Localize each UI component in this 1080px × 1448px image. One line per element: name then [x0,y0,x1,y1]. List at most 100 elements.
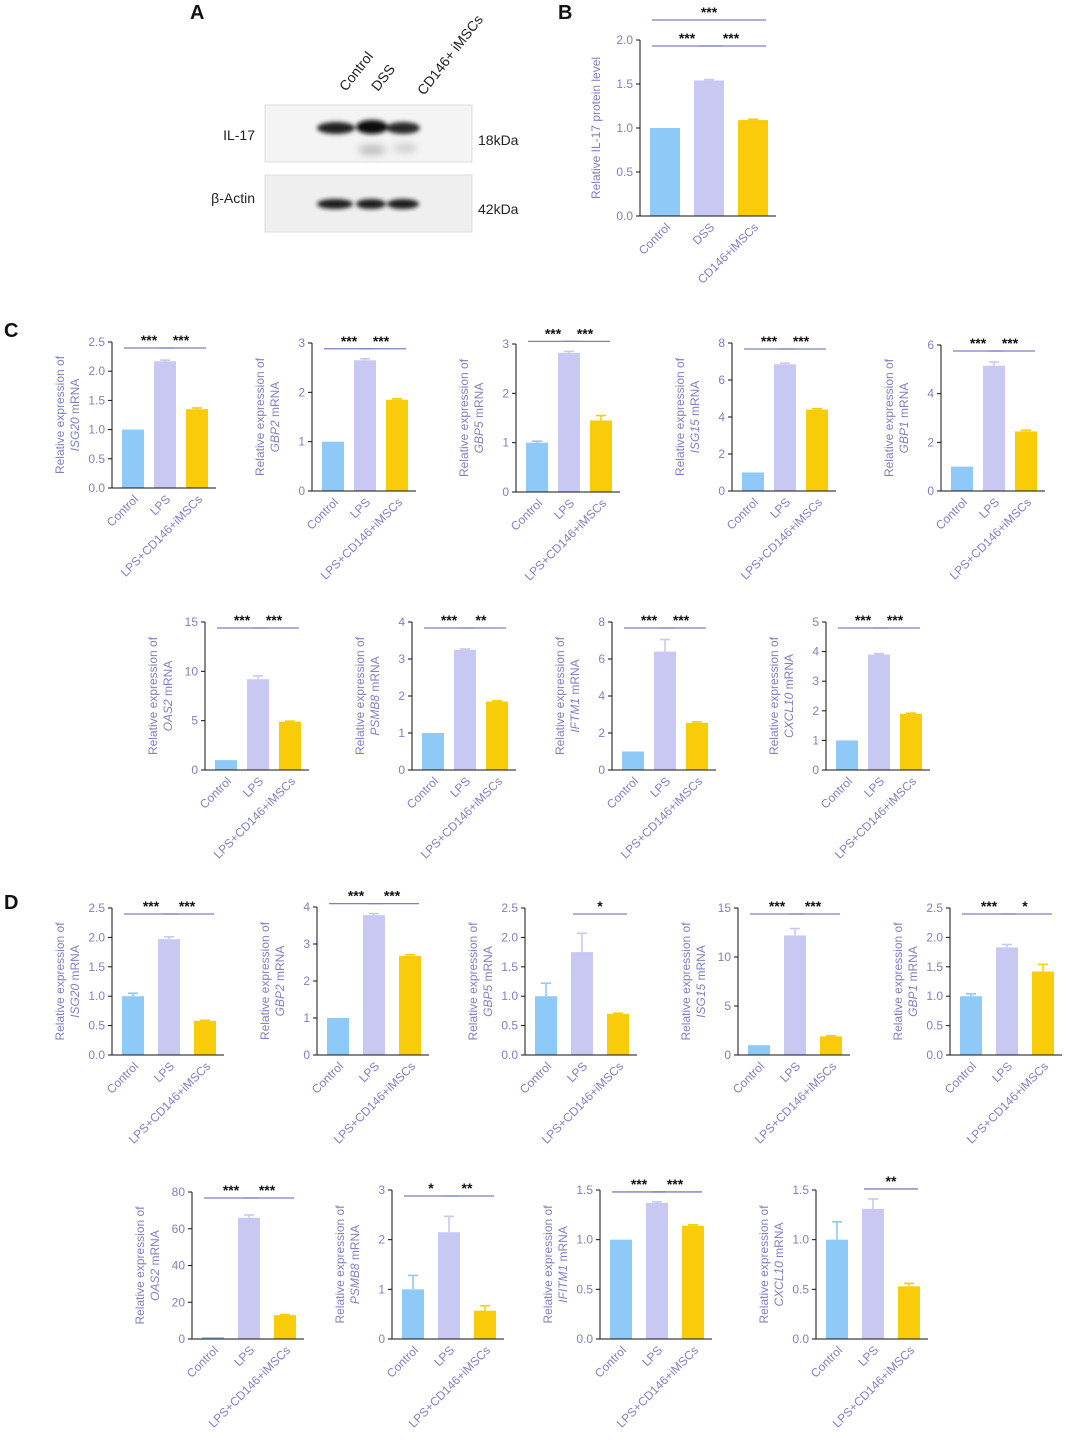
y-axis-title-line1-c2: Relative expression of [253,357,267,476]
y-tick-label-c9-0: 0 [812,763,819,777]
y-tick-label-c5-0: 0 [927,484,934,498]
bar-c6-2 [247,679,269,770]
x-tick-label-d7-1: Control [384,1343,421,1380]
bar-c3-1 [526,442,548,492]
y-tick-label-d9-1: 0.5 [792,1282,809,1296]
y-axis-title-line1-c1: Relative expression of [53,355,67,474]
y-tick-label-d5-3: 1.5 [926,960,943,974]
y-tick-label-d6-0: 0 [178,1332,185,1346]
y-tick-label-d3-4: 2.0 [501,930,518,944]
y-axis-title-line1-d5: Relative expression of [891,922,905,1041]
y-axis-title-unit-c9: mRNA [782,654,796,693]
sig-label-c4-1: *** [761,333,778,349]
y-axis-title-unit-c5: mRNA [897,383,911,422]
blot-label-il17: IL-17 [223,127,255,143]
x-tick-label-c7-2: LPS [447,774,473,800]
x-tick-label-c3-1: Control [508,496,545,533]
y-tick-label-d6-3: 60 [172,1222,186,1236]
y-tick-label-b-4: 2.0 [616,33,633,47]
y-axis-title-unit-c8: mRNA [568,659,582,698]
bar-c8-3 [686,722,708,770]
y-tick-label-c7-1: 1 [398,726,405,740]
x-tick-label-d8-1: Control [592,1343,629,1380]
y-axis-title-line2-d7: PSMB8 mRNA [348,1225,362,1304]
x-tick-label-c7-1: Control [404,774,441,811]
sig-label-d5-1: *** [981,898,998,914]
bar-d5-2 [996,947,1018,1055]
y-axis-title-unit-d7: mRNA [348,1225,362,1264]
y-tick-label-c8-3: 6 [598,652,605,666]
y-axis-title-unit-d3: mRNA [481,946,495,985]
y-tick-label-d1-1: 0.5 [88,1019,105,1033]
y-axis-title-gene-c2: GBP2 [268,420,282,452]
bar-c4-3 [806,409,828,491]
y-tick-label-d9-2: 1.0 [792,1233,809,1247]
sig-label-c1-1: *** [141,332,158,348]
y-tick-label-d3-2: 1.0 [501,989,518,1003]
y-tick-label-c8-1: 2 [598,726,605,740]
y-tick-label-c6-2: 10 [185,664,199,678]
y-tick-label-c7-2: 2 [398,689,405,703]
blot-size-actin: 42kDa [478,201,519,217]
y-tick-label-d1-0: 0.0 [88,1048,105,1062]
bar-d8-1 [610,1239,632,1339]
y-tick-label-c1-4: 2.0 [88,364,105,378]
y-axis-title-gene-c1: ISG20 [68,417,82,451]
y-axis-title-unit-d8: mRNA [556,1226,570,1265]
y-axis-title-line2-d2: GBP2 mRNA [273,946,287,1017]
bar-d9-1 [826,1239,848,1339]
y-axis-title-line2-d9: CXCL10 mRNA [772,1222,786,1306]
x-tick-label-c5-1: Control [933,495,970,532]
y-axis-title-line1-d6: Relative expression of [133,1206,147,1325]
y-axis-title-unit-d2: mRNA [273,946,287,985]
y-tick-label-c2-1: 1 [298,435,305,449]
bar-c5-3 [1015,431,1037,491]
y-tick-label-d8-1: 0.5 [576,1282,593,1296]
sig-label-d8-1: *** [631,1176,648,1192]
y-tick-label-c1-2: 1.0 [88,423,105,437]
y-axis-title-line2-d1: ISG20 mRNA [68,945,82,1018]
y-tick-label-d2-3: 3 [303,937,310,951]
y-axis-title-gene-c3: GBP5 [472,421,486,453]
sig-label-c5-2: *** [1002,335,1019,351]
y-tick-label-d2-0: 0 [303,1048,310,1062]
bar-d2-3 [399,955,421,1055]
y-axis-title-line1-c9: Relative expression of [767,636,781,755]
y-axis-title-line2-d3: GBP5 mRNA [481,946,495,1017]
sig-label-d2-1: *** [348,888,365,904]
x-tick-label-c8-1: Control [604,774,641,811]
x-tick-label-d2-2: LPS [356,1059,382,1085]
y-tick-label-d8-2: 1.0 [576,1233,593,1247]
y-axis-title-gene-c9: CXCL10 [782,692,796,738]
bar-d4-1 [748,1045,770,1055]
y-tick-label-c3-0: 0 [502,485,509,499]
blot-lane-label-dss: DSS [368,61,398,94]
bar-d1-1 [122,996,144,1055]
y-tick-label-d2-2: 2 [303,974,310,988]
y-axis-title-unit-c2: mRNA [268,382,282,421]
sig-label-d9-1: ** [886,1173,897,1189]
y-tick-label-c4-3: 6 [718,373,725,387]
y-tick-label-d8-3: 1.5 [576,1183,593,1197]
bar-b-1 [650,128,680,216]
sig-label-d5-2: * [1022,898,1028,914]
x-tick-label-c2-1: Control [304,495,341,532]
blot-label-actin: β-Actin [211,190,255,206]
y-axis-title-unit-c4: mRNA [688,381,702,420]
bar-c9-3 [900,713,922,770]
y-axis-title-gene-c8: IFTM1 [568,698,582,733]
y-axis-title-line1-c7: Relative expression of [353,636,367,755]
x-tick-label-d9-1: Control [808,1343,845,1380]
y-tick-label-c3-1: 1 [502,436,509,450]
band-actin-lane1 [317,199,353,209]
panel-letter-b: B [558,2,573,24]
bar-d6-1 [202,1337,224,1339]
y-axis-title-line1-d2: Relative expression of [258,921,272,1040]
